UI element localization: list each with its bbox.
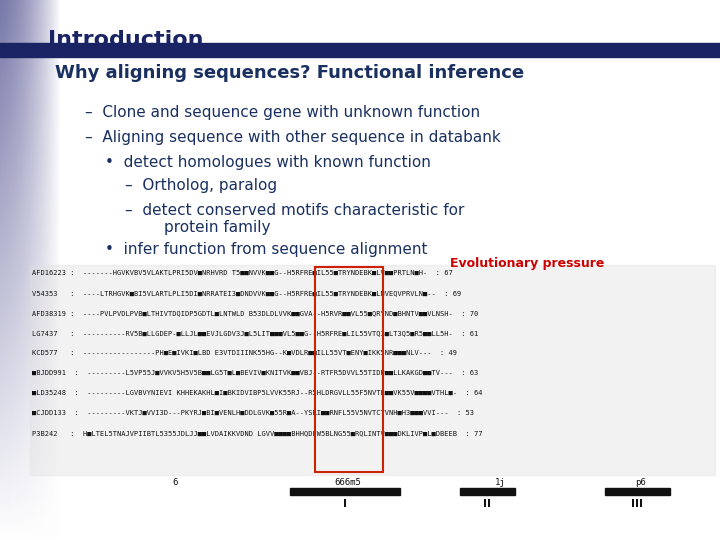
Text: 1j: 1j bbox=[495, 478, 505, 487]
Text: II: II bbox=[483, 499, 491, 509]
Text: 6: 6 bbox=[172, 478, 178, 487]
Text: Evolutionary pressure: Evolutionary pressure bbox=[450, 257, 604, 270]
Text: ■BJDD991  :  ---------L5VP55J■VVKV5H5V5B■■LG5T■L■BEVIV■KNITVK■■VBJ--RTFR5DVVL55T: ■BJDD991 : ---------L5VP55J■VVKV5H5V5B■■… bbox=[32, 370, 478, 376]
Text: –  detect conserved motifs characteristic for
        protein family: – detect conserved motifs characteristic… bbox=[125, 203, 464, 235]
Text: AFD38319 :  ----PVLPVDLPVB■LTHIVTDQIDP5GDTL■LNTWLD B53DLDLVVK■■GVA--H5RVR■■VL55■: AFD38319 : ----PVLPVDLPVB■LTHIVTDQIDP5GD… bbox=[32, 310, 478, 316]
Text: Why aligning sequences? Functional inference: Why aligning sequences? Functional infer… bbox=[55, 64, 524, 82]
Text: •  infer function from sequence alignment: • infer function from sequence alignment bbox=[105, 242, 428, 257]
Text: –  Aligning sequence with other sequence in databank: – Aligning sequence with other sequence … bbox=[85, 130, 500, 145]
Bar bbox=[290, 488, 400, 495]
Bar bbox=[0, 43, 720, 57]
Bar bbox=[30, 265, 715, 475]
Text: ■LD35248  :  ---------LGVBVYNIEVI KHHEKAKHL■I■BKIDVIBP5LVVK55RJ--R5HLDRGVLL55F5N: ■LD35248 : ---------LGVBVYNIEVI KHHEKAKH… bbox=[32, 390, 482, 396]
Text: I: I bbox=[343, 499, 347, 509]
Text: V54353   :  ----LTRHGVK■BI5VLARTLPLI5DI■NRRATEI3■DNDVVK■■G--H5RFRE■IL55■TRYNDEBK: V54353 : ----LTRHGVK■BI5VLARTLPLI5DI■NRR… bbox=[32, 290, 462, 296]
Text: III: III bbox=[631, 499, 643, 509]
Text: p6: p6 bbox=[634, 478, 645, 487]
Bar bbox=[605, 488, 670, 495]
Bar bbox=[460, 488, 515, 495]
Text: AFD16223 :  -------HGVKVBV5VLAKTLPRI5DV■NRHVRD T5■■NVVK■■G--H5RFRE■IL55■TRYNDEBK: AFD16223 : -------HGVKVBV5VLAKTLPRI5DV■N… bbox=[32, 270, 453, 276]
Text: 666m5: 666m5 bbox=[335, 478, 361, 487]
Text: –  Clone and sequence gene with unknown function: – Clone and sequence gene with unknown f… bbox=[85, 105, 480, 120]
Text: Introduction: Introduction bbox=[48, 30, 204, 50]
Bar bbox=[315, 267, 383, 472]
Text: LG7437   :  ----------RV5B■LLGDEP-■LLJL■■EVJLGDV3J■L5LIT■■■VL5■■G--H5RFRE■LIL55V: LG7437 : ----------RV5B■LLGDEP-■LLJL■■EV… bbox=[32, 330, 478, 336]
Text: •  detect homologues with known function: • detect homologues with known function bbox=[105, 155, 431, 170]
Text: KCD577   :  -----------------PH■E■IVKI■LBD E3VTDIIINK55HG--K■VDLR■■ILL55VT■ENY■I: KCD577 : -----------------PH■E■IVKI■LBD … bbox=[32, 350, 457, 356]
Text: ■CJDD133  :  ---------VKTJ■VVI3D---PKYRJ■BI■VENLH■DDLGVK■55R■A--YSRI■■RNFL55V5NV: ■CJDD133 : ---------VKTJ■VVI3D---PKYRJ■B… bbox=[32, 410, 474, 416]
Text: P3B242   :  H■LTEL5TNAJVPIIBTL5355JDLJJ■■LVDAIKKVDND LGVV■■■■BHHQDFW5BLNG55■RQLI: P3B242 : H■LTEL5TNAJVPIIBTL5355JDLJJ■■LV… bbox=[32, 430, 482, 436]
Text: –  Ortholog, paralog: – Ortholog, paralog bbox=[125, 178, 277, 193]
